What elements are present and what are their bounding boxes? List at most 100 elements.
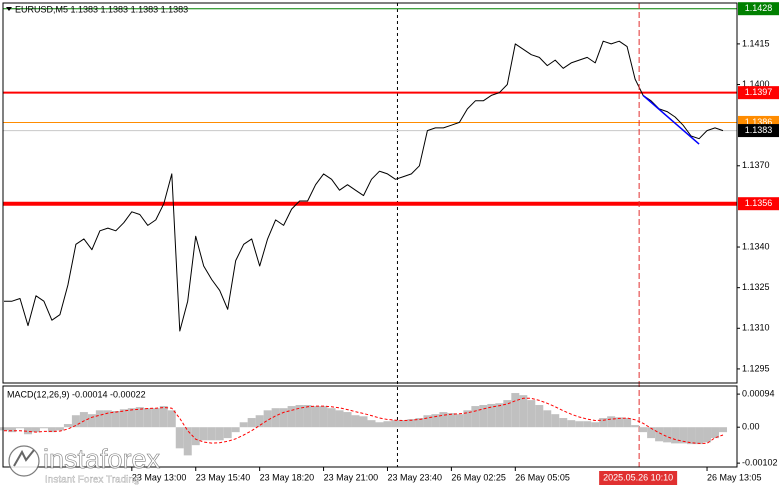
histogram-bar bbox=[127, 408, 136, 428]
level-label: 1.1397 bbox=[745, 87, 773, 97]
histogram-bar bbox=[311, 406, 320, 428]
y-tick-label: 1.1340 bbox=[742, 241, 770, 251]
histogram-bar bbox=[279, 408, 288, 428]
histogram-bar bbox=[87, 414, 96, 428]
main-frame bbox=[2, 2, 738, 384]
histogram-bar bbox=[471, 406, 480, 428]
histogram-bar bbox=[223, 427, 232, 439]
histogram-bar bbox=[575, 421, 584, 428]
watermark: instaforex Instant Forex Trading bbox=[8, 444, 161, 486]
histogram-bar bbox=[511, 393, 520, 428]
histogram-bar bbox=[47, 427, 56, 433]
watermark-tagline: Instant Forex Trading bbox=[45, 475, 140, 486]
level-label: 1.1356 bbox=[745, 198, 773, 208]
last-price-box bbox=[738, 124, 779, 138]
histogram-bar bbox=[7, 427, 16, 433]
x-tick-label: 23 May 15:40 bbox=[196, 472, 251, 482]
y-tick-label: 1.1400 bbox=[742, 79, 770, 89]
x-tick-label: 23 May 13:00 bbox=[132, 472, 187, 482]
histogram-bar bbox=[327, 408, 336, 428]
histogram-bar bbox=[391, 420, 400, 428]
histogram-bar bbox=[71, 415, 80, 428]
x-tick-label: 26 May 13:05 bbox=[707, 472, 762, 482]
histogram-bar bbox=[175, 427, 184, 449]
histogram-bar bbox=[367, 420, 376, 428]
histogram-bar bbox=[407, 419, 416, 428]
y-tick-label: 0.00094 bbox=[742, 388, 775, 398]
histogram-bar bbox=[0, 427, 8, 431]
histogram-bar bbox=[351, 415, 360, 428]
histogram-bar bbox=[31, 427, 40, 433]
histogram-bar bbox=[711, 427, 720, 439]
level-label-box bbox=[738, 197, 779, 211]
histogram-bar bbox=[263, 410, 272, 428]
y-tick-label: 1.1295 bbox=[742, 363, 770, 373]
x-tick-label: 23 May 23:40 bbox=[387, 472, 442, 482]
trend-line bbox=[642, 94, 700, 145]
histogram-bar bbox=[655, 427, 664, 442]
histogram-bar bbox=[199, 427, 208, 441]
histogram-bar bbox=[599, 418, 608, 428]
histogram-bar bbox=[207, 427, 216, 441]
histogram-bar bbox=[535, 405, 544, 428]
histogram-bar bbox=[551, 414, 560, 428]
histogram-bar bbox=[631, 425, 640, 428]
histogram-bar bbox=[255, 415, 264, 428]
level-label-box bbox=[738, 86, 779, 100]
histogram-bar bbox=[95, 410, 104, 428]
histogram-bar bbox=[607, 416, 616, 428]
histogram-bar bbox=[479, 405, 488, 428]
histogram-bar bbox=[447, 413, 456, 428]
histogram-bar bbox=[23, 427, 32, 435]
histogram-bar bbox=[503, 400, 512, 428]
histogram-bar bbox=[431, 414, 440, 428]
histogram-bar bbox=[167, 410, 176, 428]
histogram-bar bbox=[423, 415, 432, 428]
histogram-bar bbox=[287, 406, 296, 428]
y-tick-label: 1.1415 bbox=[742, 38, 770, 48]
y-tick-label: 1.1310 bbox=[742, 323, 770, 333]
x-tick-label: 26 May 05:05 bbox=[515, 472, 570, 482]
level-label: 1.1428 bbox=[745, 3, 773, 13]
histogram-bar bbox=[15, 427, 24, 429]
histogram-bar bbox=[679, 427, 688, 444]
histogram-bar bbox=[239, 422, 248, 428]
x-tick-label: 23 May 18:20 bbox=[260, 472, 315, 482]
histogram-bar bbox=[191, 427, 200, 446]
histogram-bar bbox=[623, 418, 632, 428]
histogram-bar bbox=[335, 410, 344, 428]
histogram-bar bbox=[559, 418, 568, 428]
histogram-bar bbox=[663, 427, 672, 443]
x-tick-label: 26 May 02:25 bbox=[451, 472, 506, 482]
histogram-bar bbox=[719, 427, 728, 433]
price-line bbox=[4, 40, 724, 332]
histogram-bar bbox=[39, 427, 48, 429]
histogram-bar bbox=[463, 410, 472, 428]
histogram-bar bbox=[647, 427, 656, 439]
y-tick-label: -0.00102 bbox=[742, 458, 778, 468]
histogram-bar bbox=[519, 395, 528, 428]
histogram-bar bbox=[591, 422, 600, 428]
histogram-bar bbox=[215, 427, 224, 441]
histogram-bar bbox=[687, 427, 696, 445]
histogram-bar bbox=[103, 410, 112, 428]
histogram-bar bbox=[375, 422, 384, 428]
histogram-bar bbox=[111, 411, 120, 428]
macd-title: MACD(12,26,9) -0.00014 -0.00022 bbox=[7, 389, 146, 399]
x-tick-label: 23 May 21:00 bbox=[324, 472, 379, 482]
histogram-bar bbox=[415, 418, 424, 428]
signal-line bbox=[4, 397, 724, 444]
histogram-bar bbox=[159, 406, 168, 428]
histogram-bar bbox=[343, 412, 352, 428]
histogram-bar bbox=[695, 427, 704, 445]
histogram-bar bbox=[703, 427, 712, 443]
crosshair-label-box bbox=[599, 471, 678, 485]
histogram-bar bbox=[247, 418, 256, 428]
last-price-label: 1.1383 bbox=[745, 125, 773, 135]
histogram-bar bbox=[567, 420, 576, 428]
histogram-bar bbox=[143, 408, 152, 428]
watermark-logo-mark bbox=[13, 449, 35, 467]
y-tick-label: 0.00 bbox=[742, 422, 760, 432]
crosshair-label: 2025.05.26 10:10 bbox=[603, 472, 673, 482]
